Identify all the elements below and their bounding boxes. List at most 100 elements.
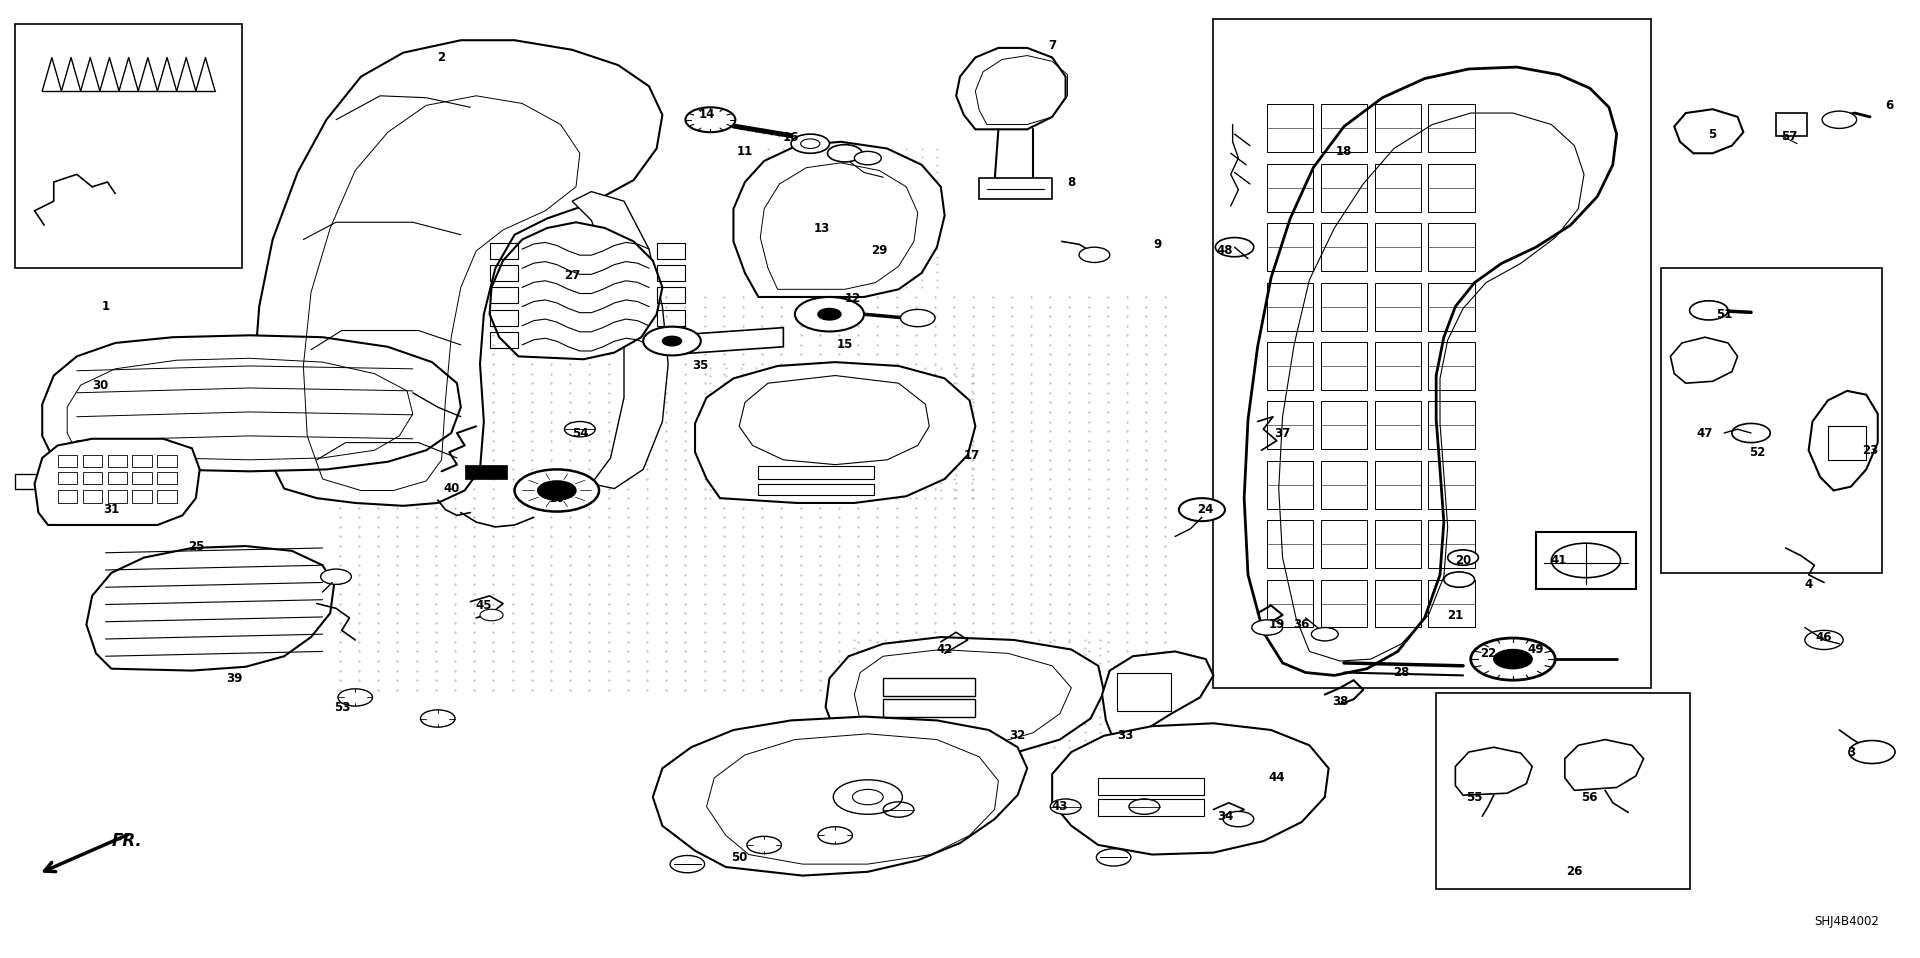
Text: 27: 27 bbox=[564, 269, 580, 283]
Polygon shape bbox=[695, 362, 975, 503]
Bar bbox=[1428, 401, 1475, 449]
Text: 16: 16 bbox=[783, 131, 799, 145]
Text: 52: 52 bbox=[1749, 445, 1764, 459]
Bar bbox=[490, 310, 518, 326]
Bar bbox=[58, 490, 77, 503]
Bar bbox=[979, 178, 1052, 199]
Polygon shape bbox=[326, 292, 1171, 695]
Bar bbox=[58, 472, 77, 484]
Text: 48: 48 bbox=[1217, 244, 1233, 258]
Bar bbox=[1375, 164, 1421, 212]
Text: 9: 9 bbox=[1154, 238, 1162, 251]
Bar bbox=[490, 332, 518, 348]
Bar bbox=[657, 310, 685, 326]
Circle shape bbox=[828, 145, 862, 162]
Circle shape bbox=[801, 139, 820, 148]
Bar bbox=[1213, 19, 1651, 688]
Bar bbox=[1117, 673, 1171, 711]
Bar bbox=[1267, 283, 1313, 331]
Circle shape bbox=[338, 689, 372, 706]
Bar bbox=[108, 490, 127, 503]
Bar bbox=[1267, 104, 1313, 152]
Text: 55: 55 bbox=[1467, 790, 1482, 804]
Circle shape bbox=[795, 297, 864, 331]
Text: 13: 13 bbox=[814, 221, 829, 235]
Circle shape bbox=[1079, 247, 1110, 262]
Bar bbox=[15, 24, 242, 268]
Text: 1: 1 bbox=[102, 300, 109, 313]
Bar bbox=[1375, 401, 1421, 449]
Polygon shape bbox=[86, 546, 334, 671]
Text: 5: 5 bbox=[1709, 127, 1716, 141]
Bar bbox=[1375, 283, 1421, 331]
Text: 30: 30 bbox=[92, 378, 108, 392]
Bar bbox=[1321, 223, 1367, 271]
Bar bbox=[1428, 461, 1475, 509]
Text: 37: 37 bbox=[1275, 426, 1290, 440]
Bar bbox=[1661, 268, 1882, 573]
Circle shape bbox=[1444, 572, 1475, 587]
Text: 19: 19 bbox=[1269, 618, 1284, 631]
Circle shape bbox=[480, 609, 503, 621]
Text: 26: 26 bbox=[1567, 865, 1582, 878]
Bar bbox=[490, 287, 518, 303]
Circle shape bbox=[1494, 650, 1532, 669]
Bar bbox=[58, 455, 77, 467]
Circle shape bbox=[564, 422, 595, 437]
Circle shape bbox=[818, 308, 841, 320]
Circle shape bbox=[883, 802, 914, 817]
Circle shape bbox=[515, 469, 599, 512]
Text: 17: 17 bbox=[964, 448, 979, 462]
Bar bbox=[883, 699, 975, 717]
Text: 12: 12 bbox=[845, 292, 860, 306]
Bar bbox=[1267, 461, 1313, 509]
Text: 49: 49 bbox=[1528, 643, 1544, 656]
Bar bbox=[1267, 164, 1313, 212]
Bar bbox=[1321, 104, 1367, 152]
Bar bbox=[132, 472, 152, 484]
Polygon shape bbox=[653, 717, 1027, 876]
Bar bbox=[108, 472, 127, 484]
Circle shape bbox=[1805, 630, 1843, 650]
Bar bbox=[657, 287, 685, 303]
Bar bbox=[1428, 223, 1475, 271]
Bar bbox=[758, 466, 874, 479]
Circle shape bbox=[1690, 301, 1728, 320]
Circle shape bbox=[685, 107, 735, 132]
Text: 11: 11 bbox=[737, 145, 753, 158]
Bar bbox=[883, 678, 975, 696]
Circle shape bbox=[1129, 799, 1160, 814]
Polygon shape bbox=[733, 142, 945, 297]
Text: 36: 36 bbox=[1294, 618, 1309, 631]
Bar bbox=[157, 455, 177, 467]
Circle shape bbox=[1471, 638, 1555, 680]
Bar bbox=[1428, 283, 1475, 331]
Bar bbox=[1375, 104, 1421, 152]
Text: 6: 6 bbox=[1885, 99, 1893, 112]
Bar bbox=[83, 472, 102, 484]
Bar bbox=[1321, 164, 1367, 212]
Text: 45: 45 bbox=[476, 599, 492, 612]
Bar bbox=[1321, 342, 1367, 390]
Circle shape bbox=[643, 327, 701, 355]
Circle shape bbox=[670, 855, 705, 873]
Bar bbox=[490, 243, 518, 259]
Circle shape bbox=[1223, 811, 1254, 827]
Text: 25: 25 bbox=[188, 539, 204, 553]
Text: 8: 8 bbox=[1068, 175, 1075, 189]
Text: 29: 29 bbox=[872, 244, 887, 258]
Text: 32: 32 bbox=[1010, 729, 1025, 742]
Bar bbox=[465, 465, 507, 479]
Bar bbox=[1436, 693, 1690, 889]
Text: 50: 50 bbox=[732, 851, 747, 864]
Bar bbox=[157, 472, 177, 484]
Bar bbox=[1267, 580, 1313, 627]
Circle shape bbox=[321, 569, 351, 584]
Circle shape bbox=[420, 710, 455, 727]
Bar bbox=[1428, 520, 1475, 568]
Polygon shape bbox=[35, 439, 200, 525]
Text: 24: 24 bbox=[1198, 503, 1213, 516]
Text: 34: 34 bbox=[1217, 810, 1233, 823]
Bar bbox=[83, 455, 102, 467]
Circle shape bbox=[1215, 238, 1254, 257]
